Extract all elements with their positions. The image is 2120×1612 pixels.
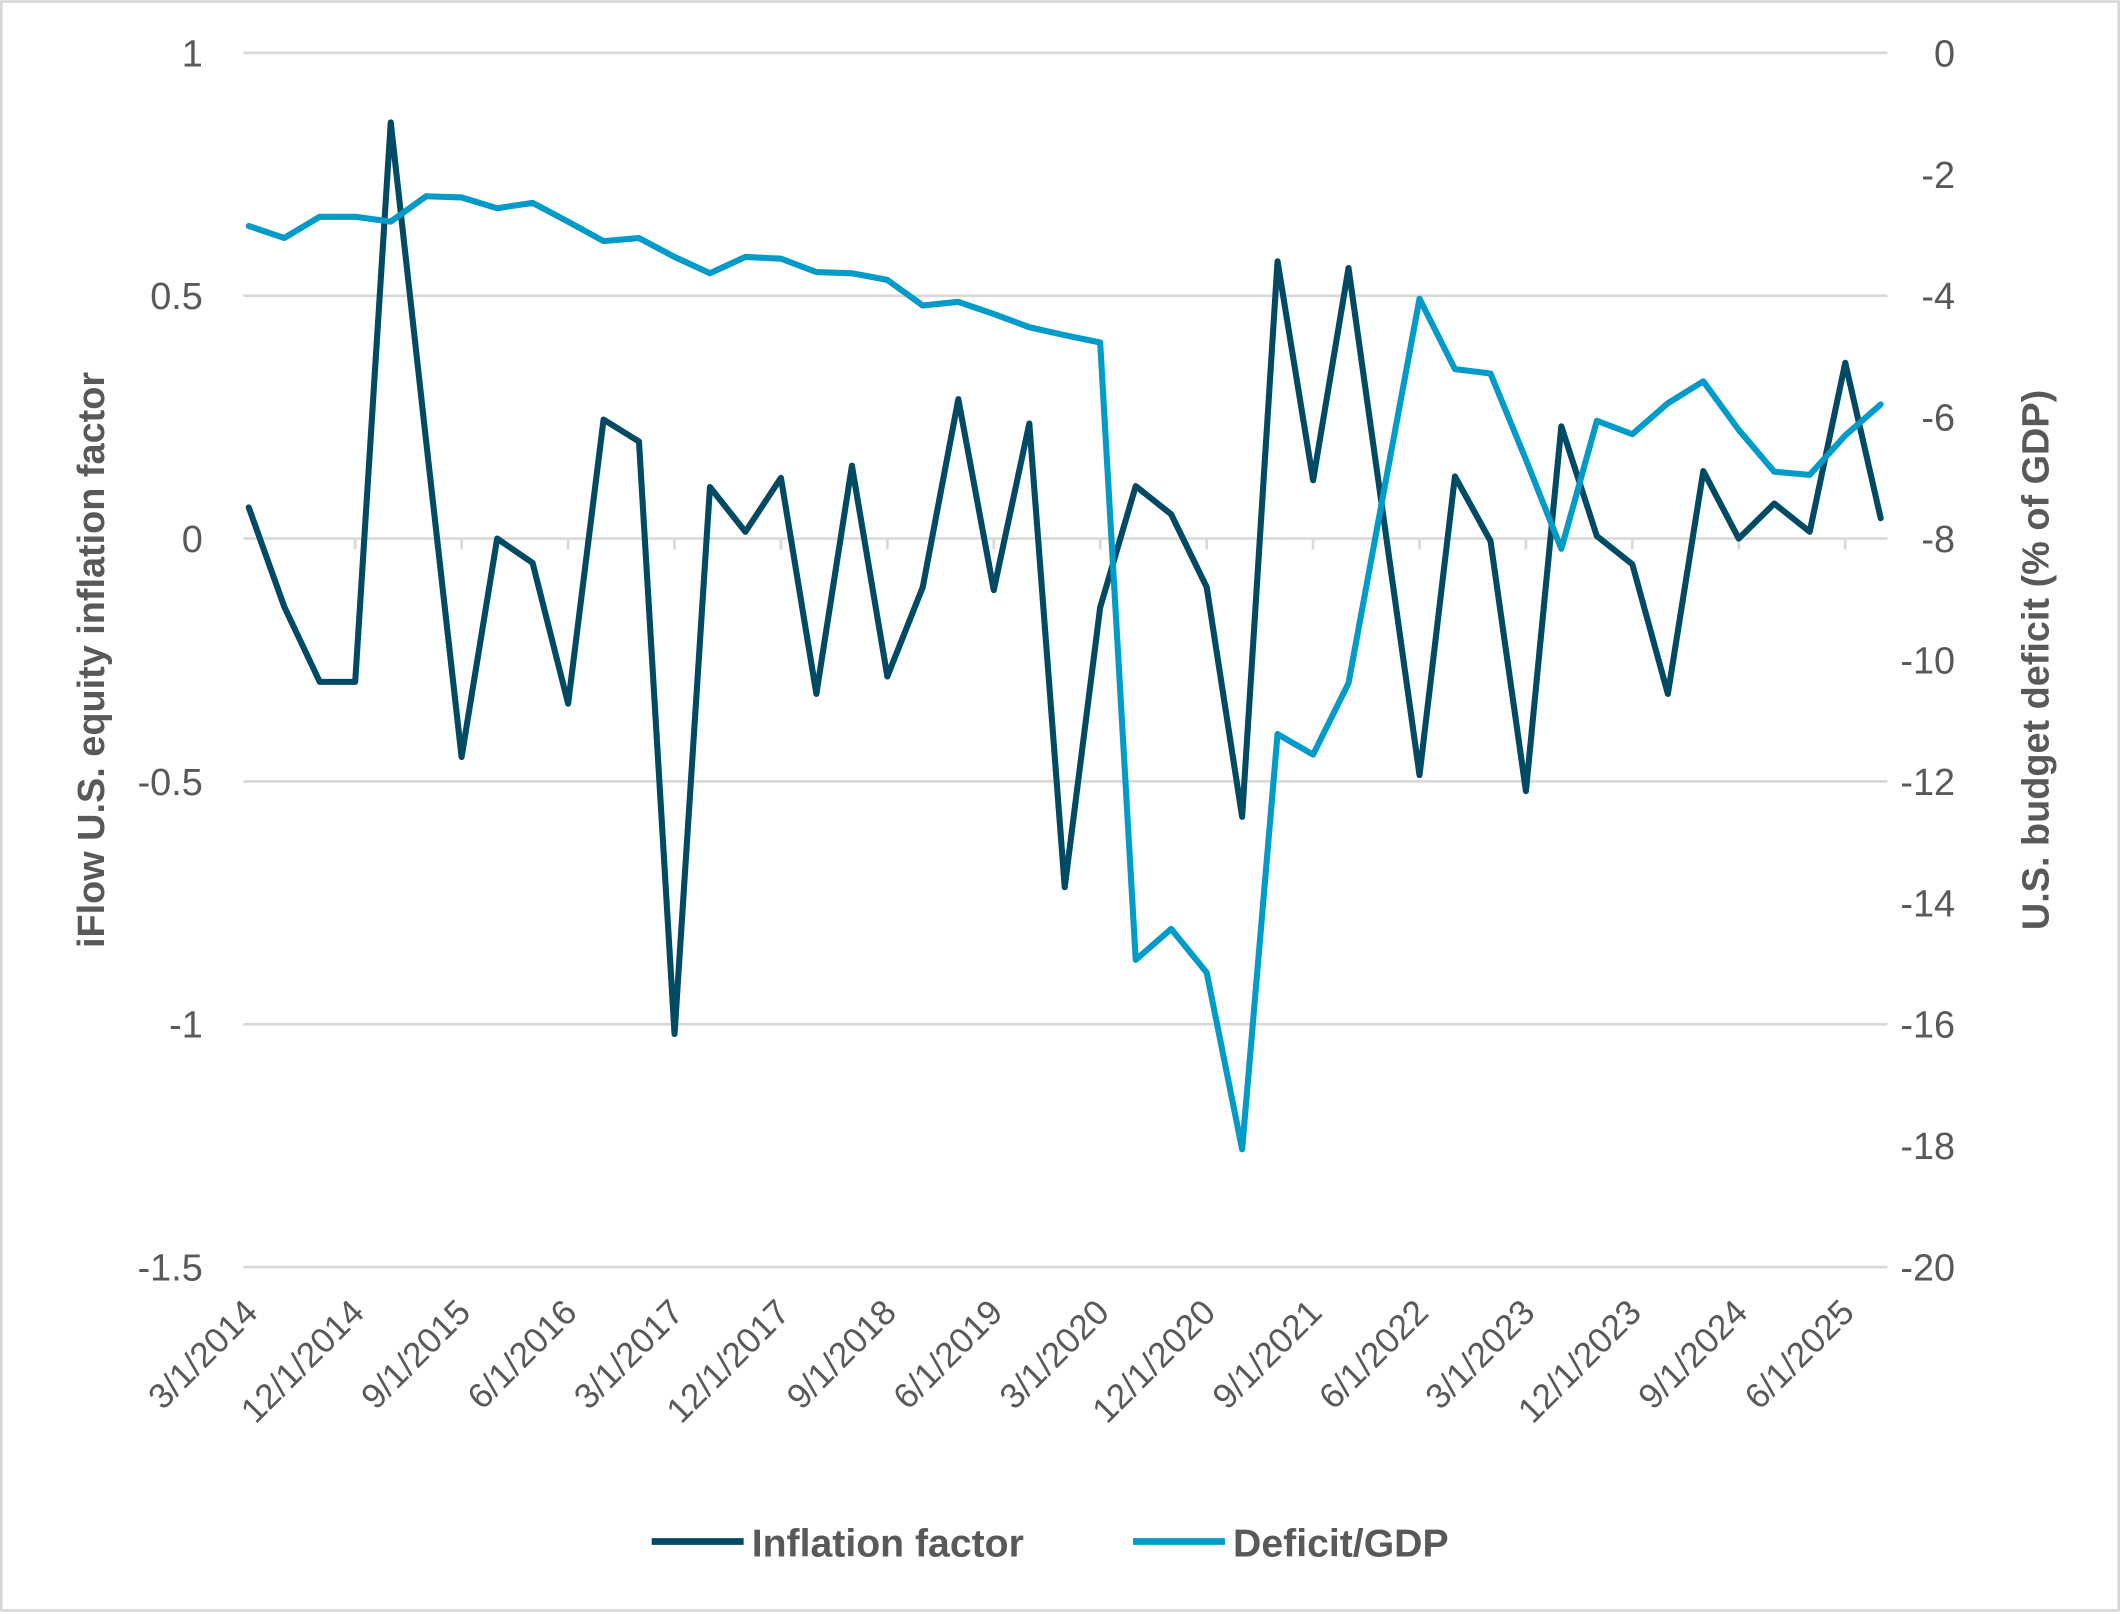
right-axis-title: U.S. budget deficit (% of GDP) [2015,390,2057,930]
left-y-tick-label: -1 [169,1005,203,1047]
right-y-tick-label: 0 [1934,33,1955,75]
right-y-tick-label: -14 [1900,883,1955,925]
left-axis-title: iFlow U.S. equity inflation factor [71,372,113,948]
right-y-tick-label: -6 [1921,398,1955,440]
right-y-tick-label: -12 [1900,762,1955,804]
left-y-tick-label: -1.5 [138,1248,203,1290]
left-y-axis: 1 0.5 0 -0.5 -1 -1.5 [138,33,203,1289]
right-y-tick-label: -2 [1921,155,1955,197]
right-y-tick-label: -18 [1900,1126,1955,1168]
right-y-tick-label: -16 [1900,1005,1955,1047]
left-y-tick-label: -0.5 [138,762,203,804]
x-axis [243,537,1888,550]
right-y-tick-label: -20 [1900,1248,1955,1290]
left-y-tick-label: 0.5 [150,276,203,318]
gridlines [243,51,1888,1269]
right-y-axis: 0 -2 -4 -6 -8 -10 -12 -14 -16 -18 -20 [1900,33,1955,1289]
left-y-tick-label: 1 [182,33,203,75]
legend-label-inflation: Inflation factor [752,1522,1024,1565]
legend-label-deficit: Deficit/GDP [1233,1522,1449,1565]
right-y-tick-label: -10 [1900,641,1955,683]
series-lines [245,119,1884,1153]
legend: Inflation factor Deficit/GDP [651,1522,1449,1565]
right-y-tick-label: -8 [1921,519,1955,561]
right-y-tick-label: -4 [1921,276,1955,318]
left-y-tick-label: 0 [182,519,203,561]
